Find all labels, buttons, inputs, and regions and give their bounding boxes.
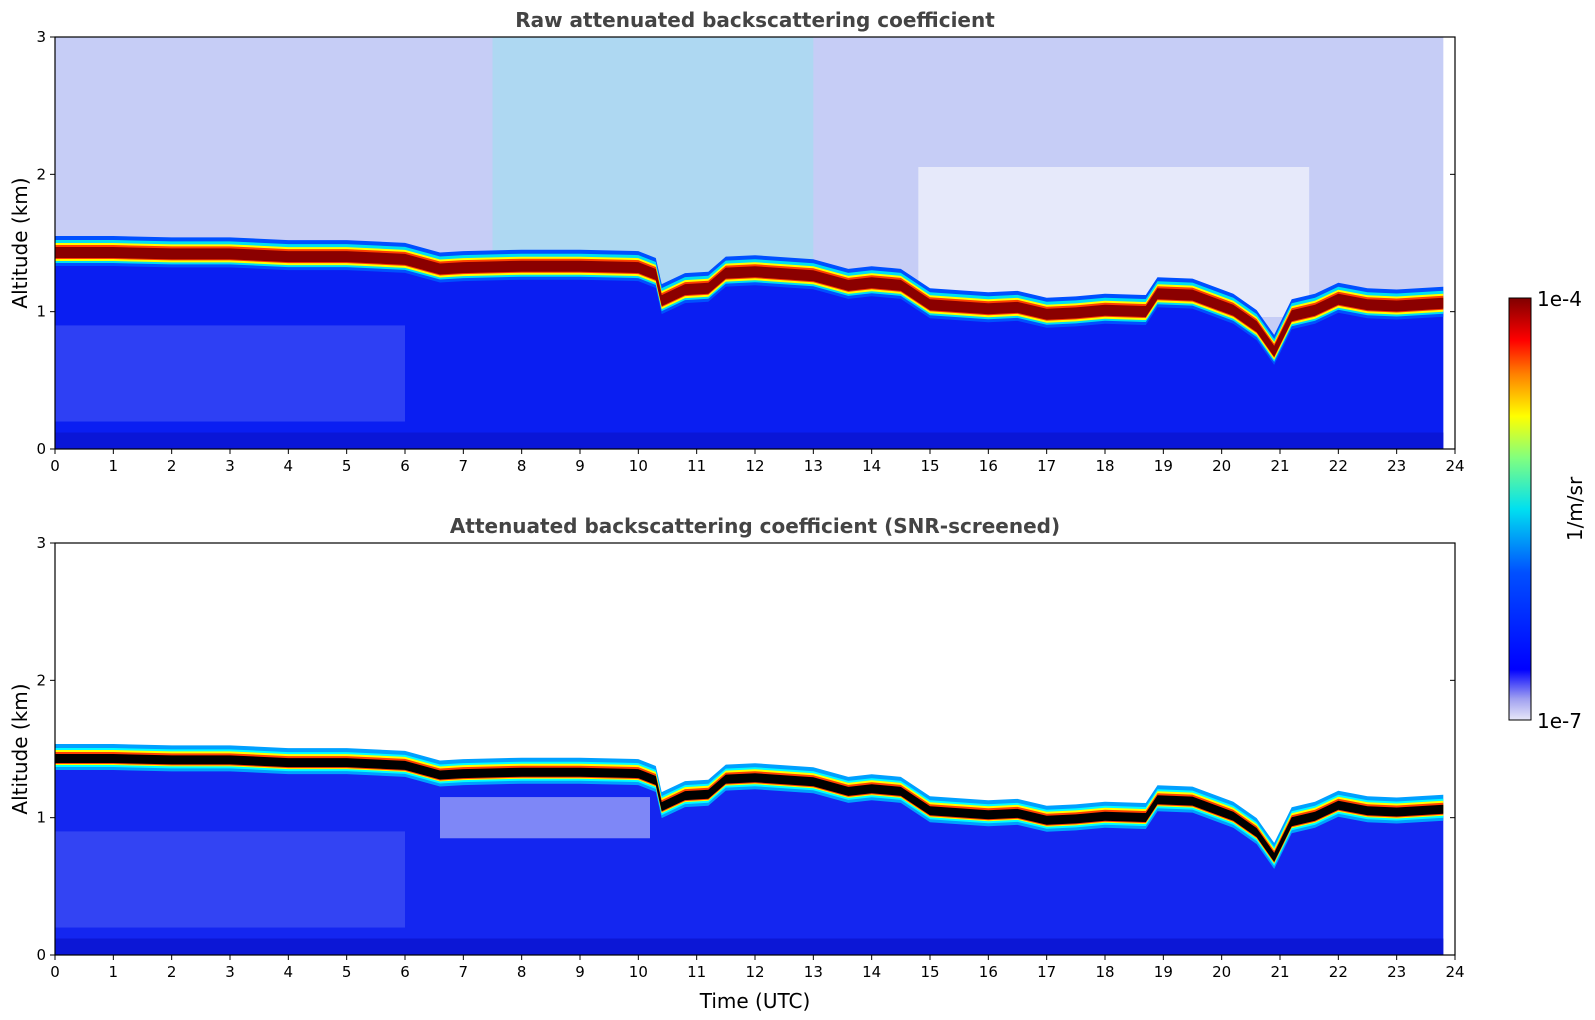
panel2-x-tick-label: 0 [50,963,60,981]
panel1-x-tick-label: 4 [284,457,294,475]
panel2-y-tick-label: 1 [36,809,46,827]
panel2-y-axis-label: Altitude (km) [8,683,32,814]
panel2-x-tick-label: 14 [862,963,881,981]
panel1-x-tick-label: 13 [804,457,823,475]
panel1-x-tick-label: 15 [920,457,939,475]
panel2-cloud-band-0 [55,744,1444,869]
panel1-y-axis-label: Altitude (km) [8,177,32,308]
panel2-haze-layer [55,831,405,928]
panel2-surface-layer [55,938,1444,955]
panel2-y-ticks: 0 1 2 3 [36,534,1455,964]
colorbar-min-label: 1e-7 [1537,709,1582,733]
panel1-x-tick-label: 16 [979,457,998,475]
panel2-title: Attenuated backscattering coefficient (S… [450,514,1060,538]
panel2-cloud-band-4 [55,754,1444,862]
panel1-cloud-band-4 [55,247,1444,357]
panel2-x-tick-label: 19 [1154,963,1173,981]
colorbar-bar [1508,297,1532,721]
panel1-x-tick-label: 8 [517,457,527,475]
panel1-title: Raw attenuated backscattering coefficien… [515,8,995,32]
panel2-x-tick-label: 22 [1329,963,1348,981]
panel1-x-tick-label: 6 [400,457,410,475]
panel2-x-tick-label: 20 [1212,963,1231,981]
panel1-x-tick-label: 17 [1037,457,1056,475]
panel2-x-tick-label: 17 [1037,963,1056,981]
panel1-x-tick-label: 19 [1154,457,1173,475]
panel2-x-tick-label: 4 [284,963,294,981]
panel2-x-tick-label: 11 [687,963,706,981]
panel1-surface-layer [55,432,1444,449]
panel1-x-tick-label: 14 [862,457,881,475]
colorbar: 1e-4 1e-7 1/m/sr [1508,287,1587,733]
panel2-x-tick-label: 1 [109,963,119,981]
panel1-x-tick-label: 7 [459,457,469,475]
panel2-x-tick-label: 15 [920,963,939,981]
panel2-x-tick-label: 2 [167,963,177,981]
panel2-x-tick-label: 13 [804,963,823,981]
panel2-x-tick-label: 7 [459,963,469,981]
panel1-x-tick-label: 1 [109,457,119,475]
panel2-y-tick-label: 3 [36,534,46,552]
x-axis-label: Time (UTC) [699,989,811,1013]
panel2-x-tick-label: 18 [1095,963,1114,981]
raw-backscatter-panel: Raw attenuated backscattering coefficien… [8,8,1465,475]
panel1-x-tick-label: 11 [687,457,706,475]
panel2-x-tick-label: 3 [225,963,235,981]
panel2-x-tick-label: 6 [400,963,410,981]
panel2-screened-gaps [440,797,650,839]
panel1-x-tick-label: 5 [342,457,352,475]
panel1-x-tick-label: 24 [1445,457,1464,475]
panel1-haze-layer [55,325,405,422]
snr-screened-panel: Attenuated backscattering coefficient (S… [8,514,1465,1013]
panel1-heatmap [55,37,1444,449]
panel1-x-tick-label: 2 [167,457,177,475]
panel1-x-tick-label: 9 [575,457,585,475]
panel1-y-tick-label: 3 [36,28,46,46]
panel2-x-tick-label: 24 [1445,963,1464,981]
panel2-x-tick-label: 21 [1270,963,1289,981]
panel1-x-tick-label: 23 [1387,457,1406,475]
panel2-y-tick-label: 2 [36,671,46,689]
panel1-sky-noise-cyan [492,37,814,285]
panel2-heatmap [55,543,1444,955]
panel2-x-ticks: 0 1 2 3 4 5 6 7 8 9 10 11 12 13 14 15 16 17 18 19 20 21 22 23 24 [50,955,1465,981]
panel1-y-tick-label: 1 [36,303,46,321]
panel1-x-ticks: 0 1 2 3 4 5 6 7 8 9 10 11 12 13 14 15 16 17 18 19 20 21 22 23 24 [50,449,1465,475]
panel1-x-tick-label: 18 [1095,457,1114,475]
panel1-x-tick-label: 22 [1329,457,1348,475]
panel2-x-tick-label: 8 [517,963,527,981]
panel2-y-tick-label: 0 [36,946,46,964]
panel1-x-tick-label: 20 [1212,457,1231,475]
panel1-x-tick-label: 0 [50,457,60,475]
panel2-x-tick-label: 12 [745,963,764,981]
colorbar-units-label: 1/m/sr [1563,476,1587,541]
panel1-x-tick-label: 12 [745,457,764,475]
panel1-y-tick-label: 2 [36,165,46,183]
colorbar-max-label: 1e-4 [1537,287,1582,311]
panel2-x-tick-label: 16 [979,963,998,981]
panel2-x-tick-label: 9 [575,963,585,981]
panel2-x-tick-label: 23 [1387,963,1406,981]
panel1-x-tick-label: 10 [629,457,648,475]
panel1-x-tick-label: 21 [1270,457,1289,475]
panel1-y-tick-label: 0 [36,440,46,458]
panel2-plot-area [55,543,1444,955]
panel2-x-tick-label: 10 [629,963,648,981]
panel1-y-ticks: 0 1 2 3 [36,28,1455,458]
panel1-plot-area [55,37,1444,449]
panel1-x-tick-label: 3 [225,457,235,475]
panel2-x-tick-label: 5 [342,963,352,981]
